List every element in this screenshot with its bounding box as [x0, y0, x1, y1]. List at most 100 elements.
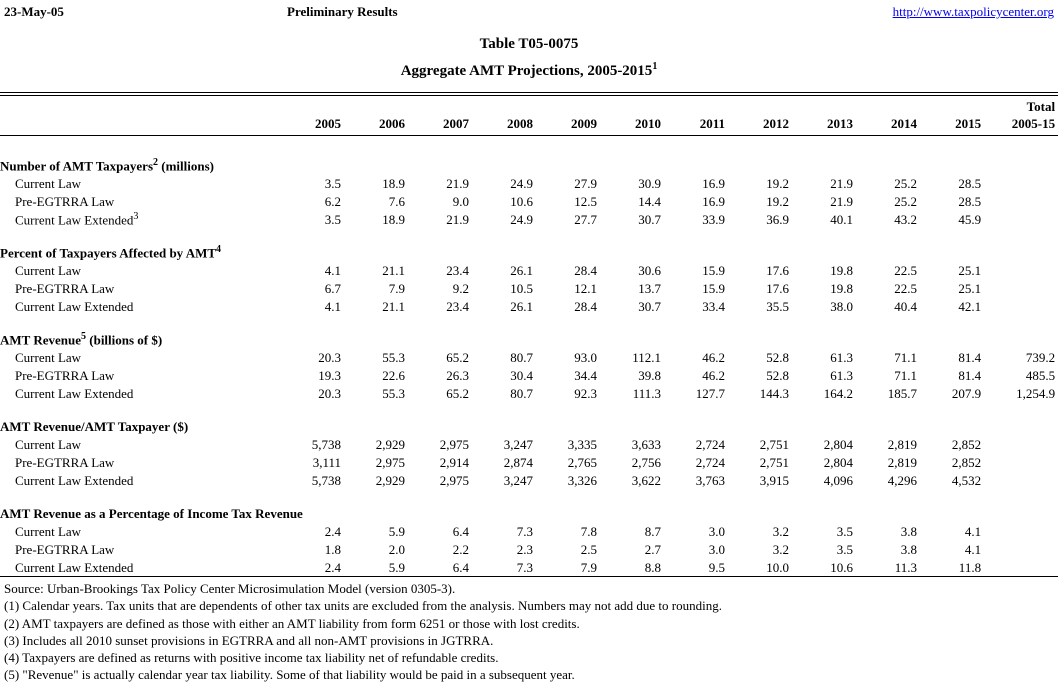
value-cell: 33.4 [702, 299, 725, 314]
value-cell: 24.9 [510, 176, 533, 191]
value-cell: 5,738 [311, 437, 341, 452]
value-cell: 38.0 [830, 299, 853, 314]
value-cell: 3.8 [900, 542, 917, 557]
year-column-header: 2012 [728, 115, 792, 136]
value-cell: 3.2 [772, 542, 789, 557]
row-label: Current Law [15, 176, 82, 191]
title-block: Table T05-0075 Aggregate AMT Projections… [0, 36, 1058, 80]
header-status: Preliminary Results [287, 4, 398, 19]
value-cell: 22.6 [382, 368, 405, 383]
value-cell: 20.3 [318, 350, 341, 365]
value-cell: 11.8 [958, 560, 982, 575]
footnote: (2) AMT taxpayers are defined as those w… [4, 615, 580, 631]
value-cell: 4,532 [951, 473, 982, 488]
value-cell: 40.4 [894, 299, 917, 314]
spacer-row [0, 228, 1058, 243]
value-cell: 24.9 [510, 212, 533, 227]
value-cell: 3,326 [567, 473, 597, 488]
total-header-row: Total [0, 94, 1058, 115]
total-cell [984, 435, 1058, 453]
spacer-row [0, 315, 1058, 330]
value-cell: 3.5 [836, 524, 853, 539]
group-header-row: Percent of Taxpayers Affected by AMT4 [0, 243, 1058, 261]
footnotes-block: Source: Urban-Brookings Tax Policy Cente… [0, 577, 1058, 684]
value-cell: 3.5 [836, 542, 853, 557]
value-cell: 6.7 [324, 281, 341, 296]
row-label: Pre-EGTRRA Law [15, 368, 115, 383]
row-label: Current Law [15, 437, 82, 452]
value-cell: 40.1 [830, 212, 853, 227]
spacer-row [0, 136, 1058, 157]
table-row: Pre-EGTRRA Law 6.2 7.6 9.0 10.6 12.5 14.4 16.9 1… [0, 192, 1058, 210]
value-cell: 10.0 [766, 560, 789, 575]
total-header-line2: 2005-15 [984, 115, 1058, 136]
group-header-row: AMT Revenue as a Percentage of Income Ta… [0, 504, 1058, 522]
value-cell: 111.3 [632, 386, 661, 401]
value-cell: 61.3 [830, 368, 853, 383]
value-cell: 2,765 [567, 455, 597, 470]
value-cell: 2,724 [695, 455, 725, 470]
value-cell: 112.1 [632, 350, 661, 365]
value-cell: 27.9 [574, 176, 597, 191]
value-cell: 9.2 [452, 281, 469, 296]
value-cell: 30.7 [638, 212, 661, 227]
value-cell: 18.9 [382, 176, 405, 191]
group-header-row: AMT Revenue5 (billions of $) [0, 330, 1058, 348]
table-row: Current Law Extended 20.3 55.3 65.2 80.7 92.3… [0, 384, 1058, 402]
value-cell: 2,914 [439, 455, 469, 470]
value-cell: 2,975 [375, 455, 405, 470]
value-cell: 52.8 [766, 350, 789, 365]
year-column-header: 2011 [664, 115, 728, 136]
value-cell: 55.3 [382, 386, 405, 401]
year-column-header: 2005 [280, 115, 344, 136]
value-cell: 3,763 [695, 473, 725, 488]
value-cell: 10.6 [510, 194, 533, 209]
value-cell: 22.5 [894, 263, 917, 278]
value-cell: 2,852 [951, 455, 982, 470]
total-cell [984, 297, 1058, 315]
value-cell: 21.9 [446, 176, 469, 191]
year-column-header: 2013 [792, 115, 856, 136]
value-cell: 7.3 [516, 524, 533, 539]
amt-projections-table: Total 2005 2006 2007 2008 2009 2010 2011 2012 20… [0, 92, 1058, 577]
year-column-header: 2007 [408, 115, 472, 136]
value-cell: 3.0 [708, 542, 725, 557]
total-cell [984, 261, 1058, 279]
table-title-footnote-ref: 1 [652, 61, 658, 72]
row-label: Current Law Extended [15, 386, 134, 401]
footnote-ref: 5 [81, 330, 87, 342]
total-cell: 739.2 [1025, 350, 1056, 365]
table-row: Current Law Extended 5,738 2,929 2,975 3,247… [0, 471, 1058, 489]
value-cell: 55.3 [382, 350, 405, 365]
table-row: Pre-EGTRRA Law 3,111 2,975 2,914 2,874 2,765 2… [0, 453, 1058, 471]
value-cell: 3,247 [503, 437, 533, 452]
year-column-header: 2014 [856, 115, 920, 136]
value-cell: 5,738 [311, 473, 341, 488]
value-cell: 2,804 [823, 455, 853, 470]
table-row: Current Law Extended 4.1 21.1 23.4 26.1 28.4 3… [0, 297, 1058, 315]
total-cell [984, 540, 1058, 558]
value-cell: 30.7 [638, 299, 661, 314]
value-cell: 28.4 [574, 263, 597, 278]
header-empty-span [280, 94, 984, 115]
value-cell: 13.7 [638, 281, 661, 296]
value-cell: 25.2 [894, 176, 917, 191]
footnote-ref: 4 [216, 243, 222, 255]
value-cell: 17.6 [766, 263, 789, 278]
value-cell: 7.9 [580, 560, 597, 575]
value-cell: 12.1 [574, 281, 597, 296]
taxpolicycenter-link[interactable]: http://www.taxpolicycenter.org [892, 4, 1054, 19]
total-cell [984, 174, 1058, 192]
value-cell: 14.4 [638, 194, 661, 209]
value-cell: 81.4 [958, 368, 982, 383]
value-cell: 23.4 [446, 263, 469, 278]
value-cell: 22.5 [894, 281, 917, 296]
group-header-label: AMT Revenue/AMT Taxpayer ($) [0, 419, 189, 434]
value-cell: 2,751 [759, 455, 789, 470]
value-cell: 4.1 [324, 299, 341, 314]
value-cell: 26.3 [446, 368, 469, 383]
header-stub-cell [0, 115, 280, 136]
value-cell: 2,975 [439, 473, 469, 488]
footnote: (4) Taxpayers are defined as returns wit… [4, 650, 499, 666]
value-cell: 45.9 [958, 212, 982, 227]
